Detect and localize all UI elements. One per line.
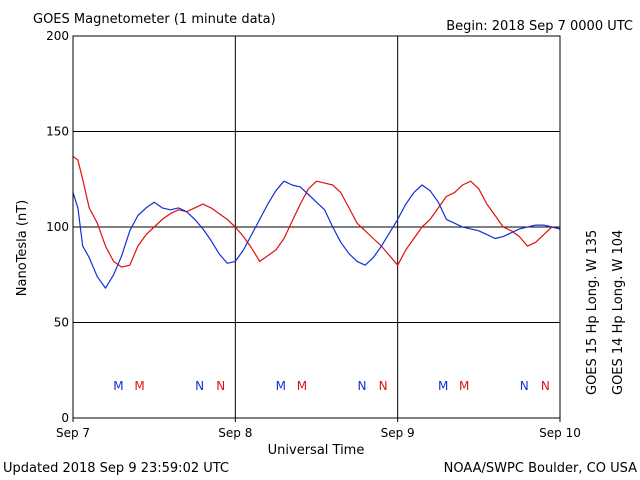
x-tick-label: Sep 7 — [56, 426, 90, 440]
y-tick-label: 200 — [46, 29, 69, 43]
y-tick-label: 100 — [46, 220, 69, 234]
marker-label: M — [113, 379, 123, 393]
grid-layer — [73, 36, 560, 418]
marker-label: M — [438, 379, 448, 393]
tick-layer: 0 50 100 150 200 Sep 7 Sep 8 Sep 9 Sep 10 — [46, 29, 581, 440]
y-tick-label: 150 — [46, 125, 69, 139]
marker-label: M — [134, 379, 144, 393]
legend-goes15: GOES 15 Hp Long. W 135 — [585, 230, 600, 395]
x-tick-label: Sep 8 — [218, 426, 252, 440]
x-tick-label: Sep 9 — [381, 426, 415, 440]
marker-label: N — [216, 379, 225, 393]
plot-frame — [72, 35, 561, 419]
marker-label: N — [520, 379, 529, 393]
x-axis-label: Universal Time — [268, 443, 365, 458]
y-tick-label: 50 — [54, 316, 69, 330]
marker-label: M — [297, 379, 307, 393]
marker-label: N — [195, 379, 204, 393]
marker-label: M — [459, 379, 469, 393]
y-tick-label: 0 — [61, 411, 69, 425]
updated-timestamp: Updated 2018 Sep 9 23:59:02 UTC — [3, 461, 229, 476]
chart-title: GOES Magnetometer (1 minute data) — [33, 12, 276, 27]
x-tick-label: Sep 10 — [539, 426, 581, 440]
marker-label: N — [379, 379, 388, 393]
marker-label: N — [357, 379, 366, 393]
series-line-goes15 — [72, 155, 561, 268]
marker-label: M — [276, 379, 286, 393]
series-line-goes14 — [72, 180, 561, 289]
begin-time: Begin: 2018 Sep 7 0000 UTC — [446, 19, 633, 34]
series-layer — [72, 155, 561, 289]
marker-label: N — [541, 379, 550, 393]
legend-goes14: GOES 14 Hp Long. W 104 — [611, 230, 626, 395]
y-axis-label: NanoTesla (nT) — [15, 200, 30, 296]
credit-text: NOAA/SWPC Boulder, CO USA — [444, 461, 637, 476]
